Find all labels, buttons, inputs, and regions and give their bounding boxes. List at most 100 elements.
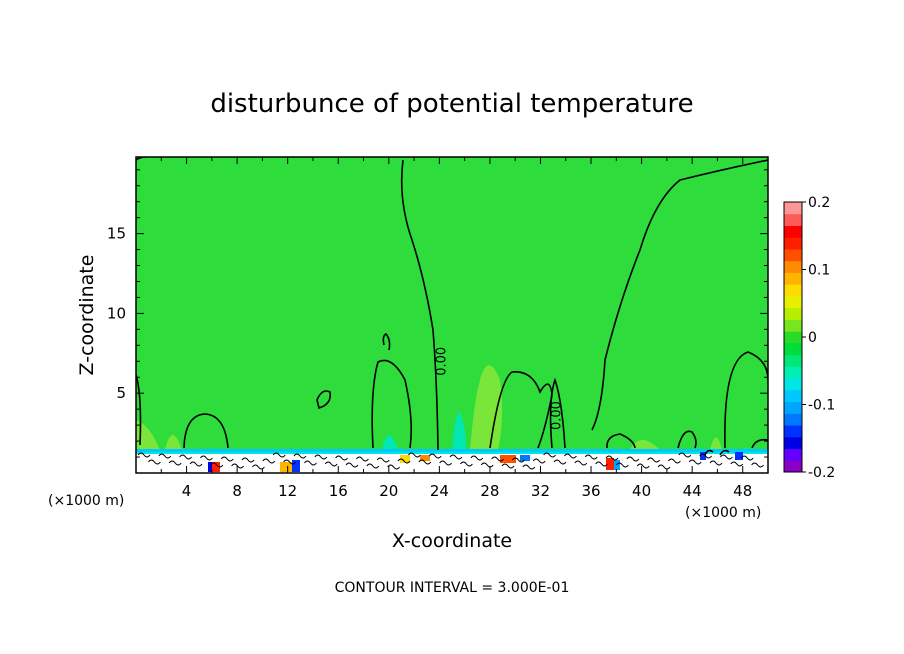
colorbar-swatch (784, 413, 802, 426)
surface-anomaly (292, 460, 300, 472)
surface-contour (460, 461, 473, 467)
x-tick-label: 12 (278, 482, 297, 500)
contour-interval-note: CONTOUR INTERVAL = 3.000E-01 (335, 580, 570, 596)
zero-contour (591, 159, 768, 431)
surface-contour (324, 461, 338, 467)
near-surface-layer (136, 449, 768, 473)
x-tick-label: 16 (329, 482, 348, 500)
surface-contour (678, 452, 692, 458)
surface-contour (387, 464, 400, 470)
surface-cool-strip (136, 449, 768, 453)
surface-contour (418, 459, 432, 465)
surface-anomaly (400, 455, 410, 463)
surface-contour (709, 460, 723, 466)
plot-frame (135, 156, 769, 474)
surface-contour (293, 453, 307, 459)
colorbar-swatch (784, 378, 802, 391)
light-patch (470, 365, 503, 450)
surface-contour (636, 463, 650, 469)
surface-contour (376, 457, 390, 463)
surface-contour (480, 462, 494, 468)
surface-contour (657, 464, 671, 470)
surface-anomaly (208, 462, 212, 472)
surface-anomaly (700, 452, 706, 460)
colorbar-swatch (784, 425, 802, 438)
contour-label: 0.00 (435, 347, 450, 376)
surface-contour (595, 461, 608, 467)
zero-contour (382, 333, 391, 351)
x-tick-label: 20 (379, 482, 398, 500)
light-patch (710, 437, 722, 450)
x-tick-label: 24 (430, 482, 449, 500)
zero-contour (400, 159, 439, 451)
surface-anomaly (735, 452, 743, 460)
zero-contour (489, 371, 553, 449)
surface-contour (200, 455, 213, 461)
zero-contour (677, 430, 697, 449)
field-background (136, 157, 768, 473)
colorbar: 0.2 0.1 0 -0.1 -0.2 (783, 195, 835, 481)
light-patch (630, 440, 660, 450)
colorbar-tick-label: -0.1 (808, 398, 835, 414)
x-unit-left: (×1000 m) (48, 493, 124, 509)
surface-contour (408, 452, 421, 458)
zero-contour (371, 359, 413, 449)
y-axis-label: Z-coordinate (76, 255, 98, 376)
zero-contour (316, 390, 332, 410)
colorbar-swatch (784, 272, 802, 285)
surface-contour (626, 456, 640, 462)
surface-contour (668, 458, 681, 464)
colorbar-swatch (784, 295, 802, 309)
colorbar-tick-label: 0 (808, 330, 817, 346)
colorbar-swatch (784, 354, 802, 367)
surface-anomaly (500, 455, 516, 463)
contour-lines: 0.00 0.00 (136, 157, 768, 456)
colorbar-swatch (784, 389, 802, 403)
surface-contour (158, 453, 172, 459)
colorbar-swatch (784, 284, 802, 297)
colorbar-swatch (784, 460, 802, 473)
zero-contour (606, 433, 636, 449)
surface-anomaly (606, 458, 614, 470)
light-green-regions (136, 365, 722, 452)
colorbar-swatch (784, 260, 802, 273)
surface-contour (616, 462, 629, 468)
light-patch (165, 435, 182, 450)
surface-contour (512, 457, 525, 463)
colorbar-swatch (784, 307, 802, 320)
surface-contour (532, 458, 546, 464)
colorbar-swatch (784, 342, 802, 356)
colorbar-tick-label: 0.2 (808, 195, 830, 211)
surface-contour (522, 464, 536, 470)
surface-contour (439, 460, 452, 466)
colorbar-swatch (784, 225, 802, 238)
x-tick-label: 48 (733, 482, 752, 500)
y-axis: 5 10 15 (107, 169, 768, 458)
contour-label: 0.00 (550, 401, 565, 430)
zero-contour (719, 449, 730, 456)
surface-contour (272, 452, 286, 458)
colorbar-swatch (784, 202, 802, 215)
surface-contour (137, 452, 151, 458)
cool-patch (452, 412, 466, 450)
x-tick-label: 8 (232, 482, 242, 500)
surface-contour (564, 453, 577, 459)
colorbar-tick-label: -0.2 (808, 465, 835, 481)
colorbar-swatch (784, 331, 802, 344)
surface-contour (470, 455, 484, 461)
surface-contour (574, 460, 588, 466)
surface-anomaly (520, 455, 530, 461)
x-axis: 4 8 12 16 20 24 28 32 36 40 44 48 (160, 157, 769, 500)
surface-contour (356, 456, 369, 462)
colorbar-swatch (784, 237, 802, 250)
zero-contour (136, 374, 142, 446)
zero-contour (724, 351, 768, 449)
zero-contour (183, 413, 229, 449)
surface-contour (168, 460, 182, 466)
surface-contour (605, 455, 619, 461)
cool-patch (382, 435, 398, 450)
surface-contour (501, 463, 515, 469)
zero-contour (751, 438, 768, 449)
surface-contour (366, 463, 380, 469)
